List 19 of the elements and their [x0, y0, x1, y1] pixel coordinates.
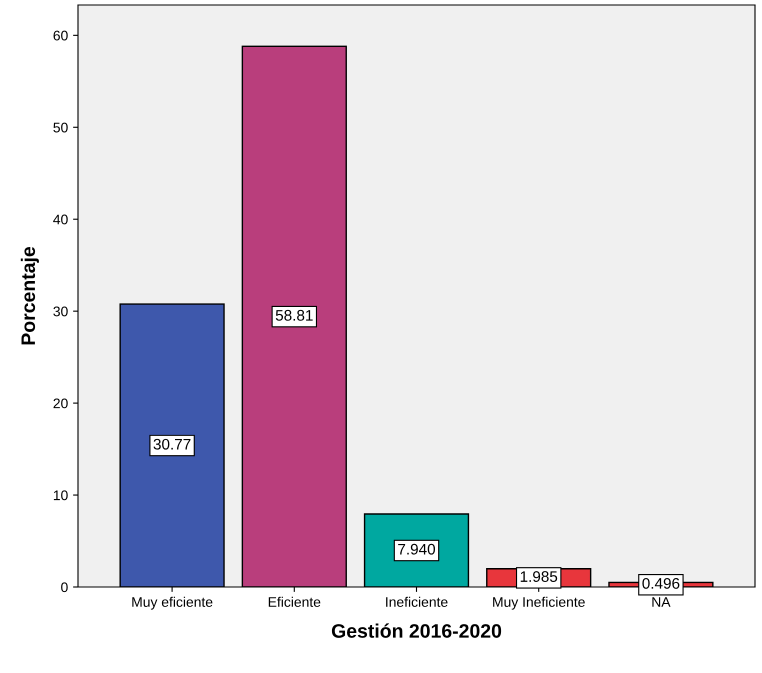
- x-tick-label: Muy eficiente: [132, 596, 212, 610]
- y-axis-title: Porcentaje: [20, 246, 39, 344]
- y-tick-label: 20: [54, 398, 68, 408]
- x-tick-label: Eficiente: [268, 596, 320, 607]
- y-tick-label: 30: [53, 306, 68, 316]
- y-tick-label: 40: [53, 214, 68, 224]
- data-label: 30.77: [154, 438, 190, 450]
- y-tick-label: 60: [54, 30, 68, 41]
- y-tick-label: 50: [53, 122, 68, 132]
- data-label: 0.496: [642, 578, 680, 589]
- data-label: 1.985: [520, 571, 558, 582]
- y-tick-label: 0: [61, 582, 68, 592]
- x-tick-label: NA: [652, 597, 671, 607]
- x-tick-label: Ineficiente: [386, 596, 448, 607]
- data-label: 7.940: [398, 544, 436, 555]
- x-axis-title: Gestión 2016-2020: [332, 623, 502, 638]
- data-label: 58.81: [276, 310, 313, 321]
- y-tick-label: 10: [54, 490, 68, 500]
- x-tick-label: Muy Ineficiente: [493, 596, 585, 610]
